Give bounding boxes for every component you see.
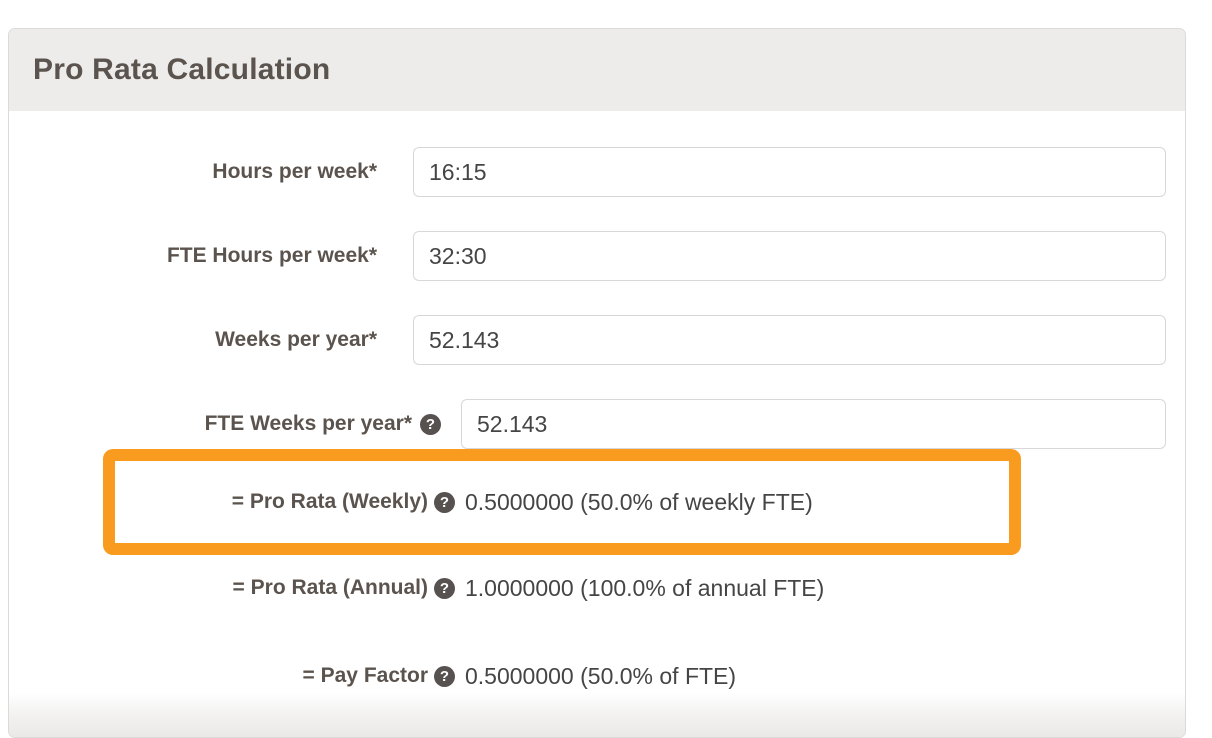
highlight-box: = Pro Rata (Weekly) ? 0.5000000 (50.0% o… [103,449,1021,555]
form-row-pro-rata-annual: = Pro Rata (Annual) ? 1.0000000 (100.0% … [9,563,1185,613]
hours-per-week-label: Hours per week* [212,159,377,183]
pro-rata-weekly-value: 0.5000000 (50.0% of weekly FTE) [465,488,813,515]
pro-rata-calculation-panel: Pro Rata Calculation Hours per week* FTE… [8,28,1186,738]
fte-hours-per-week-label: FTE Hours per week* [166,243,377,267]
fte-weeks-per-year-input[interactable] [461,399,1166,449]
pay-factor-value: 0.5000000 (50.0% of FTE) [465,662,737,689]
page-title: Pro Rata Calculation [33,53,331,86]
form-row-pro-rata-weekly: = Pro Rata (Weekly) ? 0.5000000 (50.0% o… [115,462,813,542]
form-row-hours-per-week: Hours per week* [9,147,1185,197]
form-row-weeks-per-year: Weeks per year* [9,315,1185,365]
help-icon[interactable]: ? [420,413,441,435]
pro-rata-annual-label: = Pro Rata (Annual) [232,575,428,599]
fte-hours-per-week-input[interactable] [413,231,1166,281]
pay-factor-label: = Pay Factor [302,663,428,687]
weeks-per-year-input[interactable] [413,315,1166,365]
weeks-per-year-label: Weeks per year* [215,327,377,351]
help-icon[interactable]: ? [434,491,455,513]
help-icon[interactable]: ? [434,577,455,599]
fte-weeks-per-year-label: FTE Weeks per year* [204,411,412,435]
pro-rata-annual-value: 1.0000000 (100.0% of annual FTE) [465,574,825,601]
form-row-pay-factor: = Pay Factor ? 0.5000000 (50.0% of FTE) [9,651,1185,701]
form-row-fte-weeks-per-year: FTE Weeks per year* ? [9,399,1185,449]
hours-per-week-input[interactable] [413,147,1166,197]
form-row-fte-hours-per-week: FTE Hours per week* [9,231,1185,281]
panel-header: Pro Rata Calculation [9,29,1185,111]
help-icon[interactable]: ? [434,665,455,687]
pro-rata-weekly-label: = Pro Rata (Weekly) [231,489,428,513]
